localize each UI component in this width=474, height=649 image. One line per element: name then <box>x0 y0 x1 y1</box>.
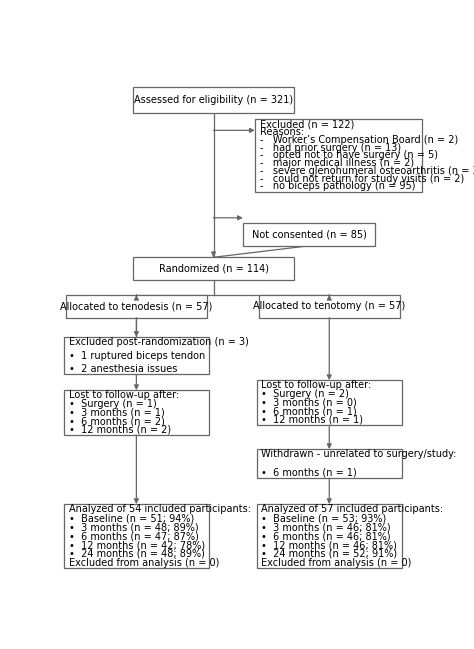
Text: •  24 months (n = 52; 91%): • 24 months (n = 52; 91%) <box>262 549 398 559</box>
Text: Allocated to tenotomy (n = 57): Allocated to tenotomy (n = 57) <box>253 301 405 312</box>
Text: •  3 months (n = 0): • 3 months (n = 0) <box>262 398 357 408</box>
FancyBboxPatch shape <box>64 390 209 435</box>
FancyBboxPatch shape <box>64 504 209 568</box>
Text: •  Surgery (n = 1): • Surgery (n = 1) <box>69 399 156 409</box>
Text: Allocated to tenodesis (n = 57): Allocated to tenodesis (n = 57) <box>60 301 212 312</box>
Text: •  1 ruptured biceps tendon: • 1 ruptured biceps tendon <box>69 350 205 361</box>
Text: -   no biceps pathology (n = 95): - no biceps pathology (n = 95) <box>260 181 415 191</box>
Text: Not consented (n = 85): Not consented (n = 85) <box>252 229 366 239</box>
Text: Assessed for eligibility (n = 321): Assessed for eligibility (n = 321) <box>134 95 293 105</box>
Text: Analyzed of 57 included participants:: Analyzed of 57 included participants: <box>262 504 444 515</box>
Text: -   could not return for study visits (n = 2): - could not return for study visits (n =… <box>260 174 464 184</box>
Text: •  6 months (n = 46; 81%): • 6 months (n = 46; 81%) <box>262 531 391 541</box>
Text: •  6 months (n = 47; 87%): • 6 months (n = 47; 87%) <box>69 531 199 541</box>
Text: •  12 months (n = 42; 78%): • 12 months (n = 42; 78%) <box>69 540 205 550</box>
Text: •  12 months (n = 2): • 12 months (n = 2) <box>69 425 171 435</box>
FancyBboxPatch shape <box>64 337 209 374</box>
Text: -   opted not to have surgery (n = 5): - opted not to have surgery (n = 5) <box>260 151 438 160</box>
FancyBboxPatch shape <box>257 504 402 568</box>
Text: •  2 anesthesia issues: • 2 anesthesia issues <box>69 364 177 374</box>
Text: Randomized (n = 114): Randomized (n = 114) <box>158 263 269 274</box>
Text: •  6 months (n = 1): • 6 months (n = 1) <box>262 406 357 417</box>
Text: Withdrawn - unrelated to surgery/study:: Withdrawn - unrelated to surgery/study: <box>262 449 457 459</box>
Text: •  3 months (n = 46; 81%): • 3 months (n = 46; 81%) <box>262 522 391 532</box>
FancyBboxPatch shape <box>243 223 375 246</box>
FancyBboxPatch shape <box>66 295 207 318</box>
Text: Excluded from analysis (n = 0): Excluded from analysis (n = 0) <box>262 558 412 568</box>
Text: -   Worker’s Compensation Board (n = 2): - Worker’s Compensation Board (n = 2) <box>260 135 458 145</box>
Text: Excluded post-randomization (n = 3): Excluded post-randomization (n = 3) <box>69 337 248 347</box>
FancyBboxPatch shape <box>255 119 422 191</box>
FancyBboxPatch shape <box>258 295 400 318</box>
Text: •  6 months (n = 1): • 6 months (n = 1) <box>262 468 357 478</box>
Text: •  24 months (n = 48; 89%): • 24 months (n = 48; 89%) <box>69 549 204 559</box>
Text: •  Baseline (n = 51; 94%): • Baseline (n = 51; 94%) <box>69 513 194 523</box>
Text: •  Surgery (n = 2): • Surgery (n = 2) <box>262 389 349 399</box>
Text: •  3 months (n = 48; 89%): • 3 months (n = 48; 89%) <box>69 522 198 532</box>
Text: Excluded (n = 122): Excluded (n = 122) <box>260 119 354 129</box>
Text: •  6 months (n = 2): • 6 months (n = 2) <box>69 417 164 426</box>
Text: Reasons:: Reasons: <box>260 127 304 137</box>
FancyBboxPatch shape <box>133 88 294 114</box>
Text: Lost to follow-up after:: Lost to follow-up after: <box>69 391 179 400</box>
Text: Lost to follow-up after:: Lost to follow-up after: <box>262 380 372 391</box>
Text: •  12 months (n = 46; 81%): • 12 months (n = 46; 81%) <box>262 540 397 550</box>
Text: •  3 months (n = 1): • 3 months (n = 1) <box>69 408 164 418</box>
Text: -   had prior surgery (n = 13): - had prior surgery (n = 13) <box>260 143 401 153</box>
Text: •  12 months (n = 1): • 12 months (n = 1) <box>262 415 364 425</box>
FancyBboxPatch shape <box>133 257 294 280</box>
Text: -   major medical illness (n = 2): - major medical illness (n = 2) <box>260 158 414 168</box>
FancyBboxPatch shape <box>257 449 402 478</box>
FancyBboxPatch shape <box>257 380 402 425</box>
Text: -   severe glenohumeral osteoarthritis (n = 3): - severe glenohumeral osteoarthritis (n … <box>260 166 474 176</box>
Text: Analyzed of 54 included participants:: Analyzed of 54 included participants: <box>69 504 251 515</box>
Text: •  Baseline (n = 53; 93%): • Baseline (n = 53; 93%) <box>262 513 387 523</box>
Text: Excluded from analysis (n = 0): Excluded from analysis (n = 0) <box>69 558 219 568</box>
